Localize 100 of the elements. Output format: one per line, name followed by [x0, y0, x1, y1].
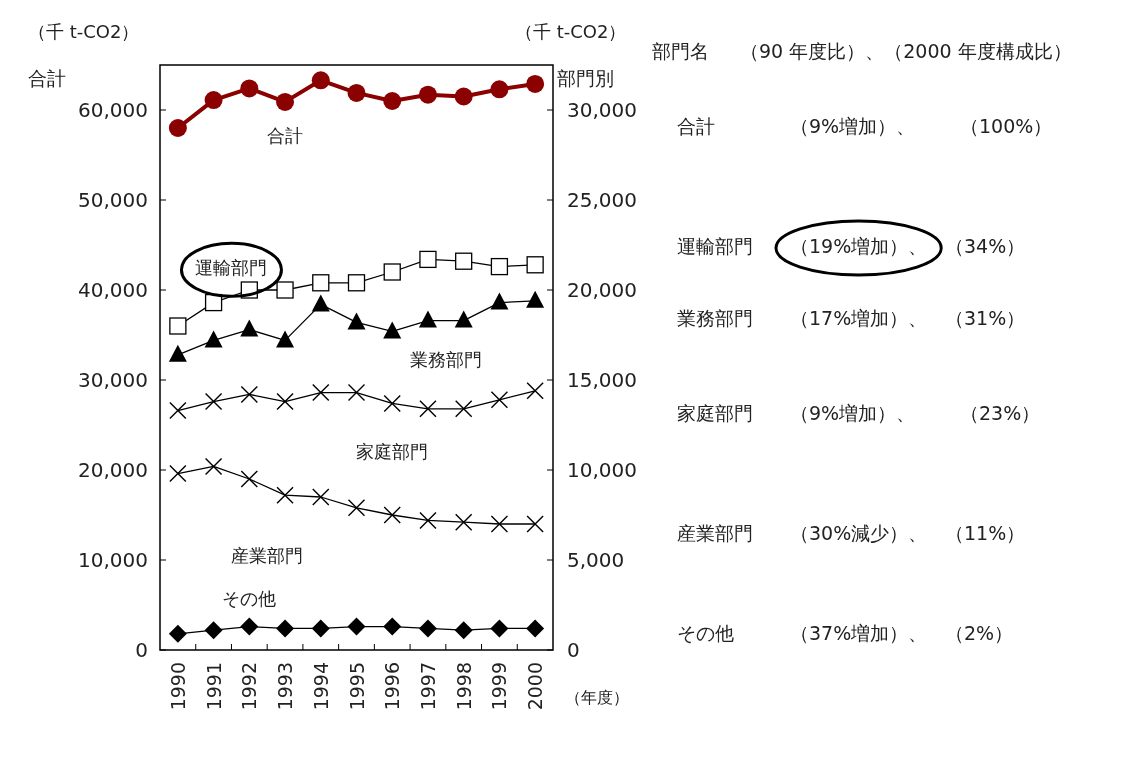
- x-axis-title: （年度）: [565, 688, 629, 707]
- point: [383, 321, 402, 339]
- y-tick-label: 20,000: [78, 458, 148, 482]
- point: [347, 499, 366, 517]
- x-tick-label: 2000: [524, 662, 547, 711]
- x-tick-label: 1990: [166, 662, 189, 711]
- y-tick-label: 10,000: [78, 548, 148, 572]
- point: [490, 515, 509, 533]
- point: [526, 515, 544, 533]
- text: 家庭部門 （9%増加）、 （23%）: [677, 402, 1041, 424]
- point: [347, 274, 366, 292]
- point: [490, 619, 509, 638]
- y2-tick-label: 25,000: [567, 188, 637, 212]
- point: [168, 119, 187, 137]
- series-label: 運輸部門: [195, 257, 268, 279]
- point: [312, 488, 330, 506]
- y-tick-label: 50,000: [78, 188, 148, 212]
- text: 産業部門: [231, 545, 304, 567]
- point: [490, 391, 509, 409]
- text: 産業部門 （30%減少）、 （11%）: [677, 522, 1026, 544]
- point: [312, 383, 330, 402]
- point: [419, 511, 437, 530]
- series-label: 業務部門: [409, 348, 482, 370]
- point: [276, 330, 295, 348]
- point: [454, 621, 473, 640]
- point: [347, 83, 366, 102]
- point: [312, 274, 330, 292]
- point: [204, 392, 223, 411]
- x-tick-label: 1991: [202, 662, 225, 711]
- y2-axis-title: （千 t-CO2）: [515, 21, 627, 42]
- text: 運輸部門 （19%増加）、 （34%）: [677, 235, 1026, 257]
- y-tick-label: 40,000: [78, 278, 148, 302]
- point: [204, 457, 223, 476]
- point: [454, 513, 473, 531]
- y2-tick-label: 30,000: [567, 98, 637, 122]
- point: [276, 92, 295, 111]
- point: [204, 91, 223, 110]
- point: [454, 400, 473, 418]
- point: [276, 392, 294, 411]
- x-tick-label: 1992: [238, 662, 261, 711]
- point: [240, 617, 259, 636]
- point: [454, 310, 473, 328]
- point: [311, 294, 330, 312]
- point: [311, 619, 330, 638]
- point: [240, 319, 259, 337]
- point: [418, 619, 437, 638]
- point: [383, 394, 401, 413]
- point: [240, 470, 259, 488]
- point: [347, 383, 366, 402]
- point: [276, 619, 295, 638]
- point: [490, 292, 509, 310]
- point: [418, 310, 437, 328]
- point: [169, 401, 187, 420]
- point: [276, 486, 294, 504]
- point: [526, 74, 545, 93]
- point: [526, 256, 544, 274]
- x-tick-label: 1993: [274, 662, 297, 711]
- series-label: 合計: [267, 124, 304, 146]
- point: [383, 92, 402, 110]
- y-axis-title: （千 t-CO2）: [28, 21, 140, 42]
- text: 合計: [28, 67, 66, 89]
- y-tick-label: 30,000: [78, 368, 148, 392]
- point: [347, 617, 366, 636]
- y-tick-label: 0: [135, 638, 148, 662]
- point: [383, 617, 402, 636]
- series-label: 家庭部門: [356, 441, 429, 463]
- y2-tick-label: 15,000: [567, 368, 637, 392]
- point: [347, 312, 366, 330]
- text: 部門名 （90 年度比）、（2000 年度構成比）: [652, 40, 1072, 62]
- y2-tick-label: 5,000: [567, 548, 625, 572]
- point: [490, 257, 509, 276]
- point: [418, 85, 437, 104]
- x-tick-label: 1995: [345, 662, 368, 711]
- y2-tick-label: 0: [567, 638, 580, 662]
- point: [311, 71, 330, 90]
- point: [526, 619, 545, 638]
- point: [169, 317, 187, 335]
- point: [168, 344, 187, 362]
- point: [240, 79, 259, 98]
- point: [169, 464, 187, 483]
- point: [455, 252, 473, 270]
- point: [383, 263, 401, 281]
- point: [383, 506, 401, 524]
- point: [204, 621, 223, 640]
- text: 部門別: [557, 67, 614, 89]
- point: [419, 400, 437, 418]
- x-tick-label: 1994: [309, 662, 332, 711]
- text: その他 （37%増加）、 （2%）: [677, 622, 1014, 644]
- y-tick-label: 60,000: [78, 98, 148, 122]
- y2-tick-label: 20,000: [567, 278, 637, 302]
- x-tick-label: 1999: [488, 662, 511, 711]
- point: [168, 624, 187, 643]
- point: [204, 330, 223, 348]
- x-tick-label: 1998: [452, 662, 475, 711]
- point: [490, 80, 509, 99]
- x-tick-label: 1996: [381, 662, 404, 711]
- point: [276, 281, 294, 299]
- point: [454, 87, 473, 106]
- point: [419, 250, 437, 269]
- x-tick-label: 1997: [416, 662, 439, 711]
